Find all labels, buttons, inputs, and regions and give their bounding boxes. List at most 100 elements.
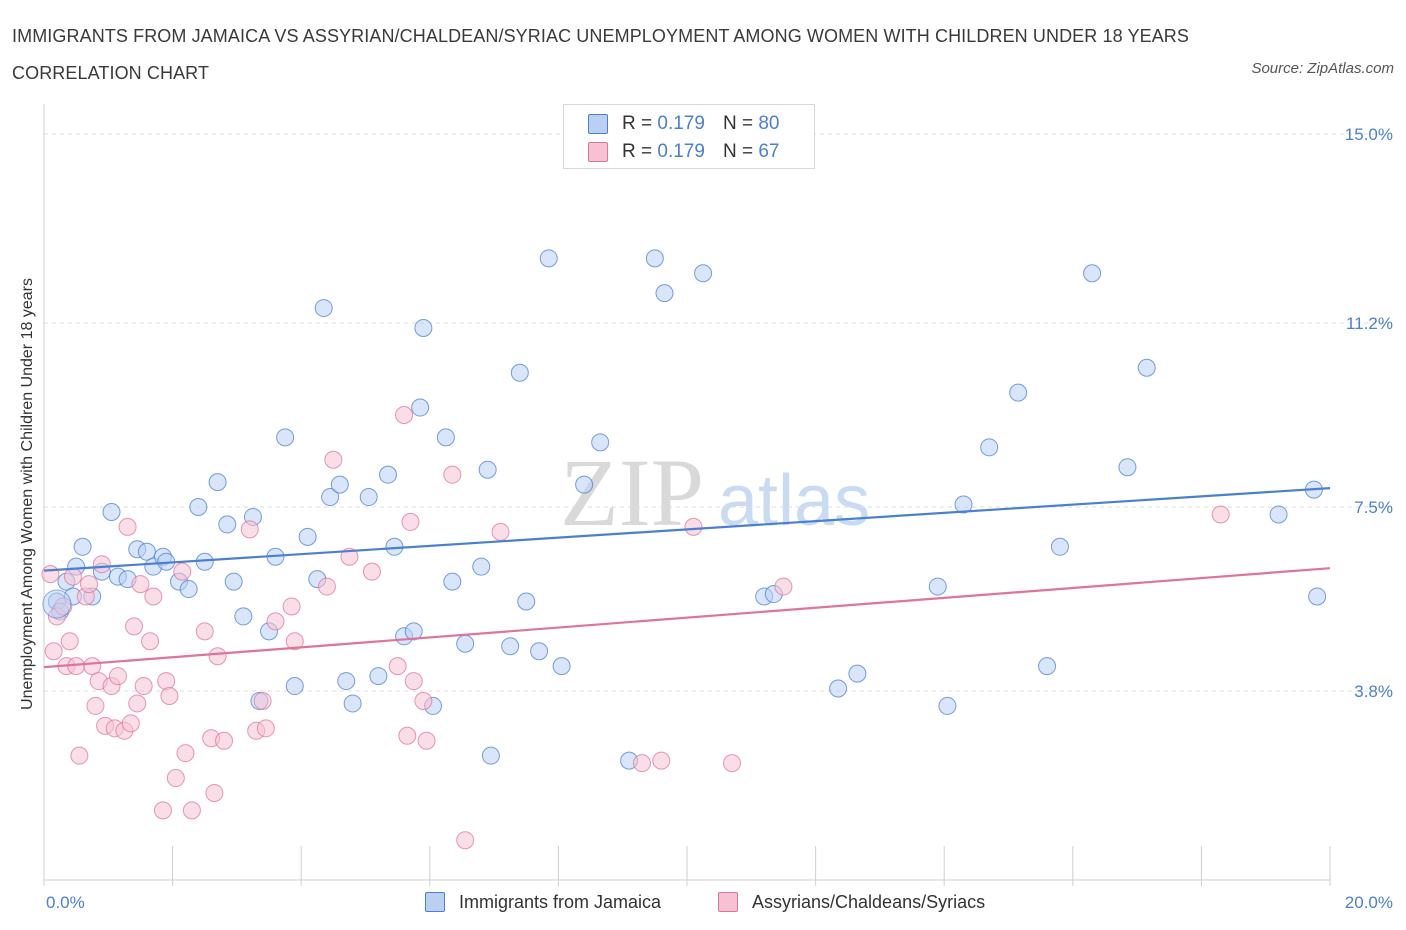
legend-r-label: R = (622, 141, 653, 162)
correlation-legend: R = 0.179 N = 80 R = 0.179 N = 67 (563, 104, 815, 169)
legend-n-label: N = (722, 113, 754, 134)
legend-row-assyrian: R = 0.179 N = 67 (588, 139, 779, 165)
assyrian-point (340, 547, 359, 566)
assyrian-point (108, 667, 127, 686)
jamaica-point (478, 460, 497, 479)
assyrian-point (388, 657, 407, 676)
y-tick-label: 3.8% (1354, 682, 1393, 701)
jamaica-point (298, 527, 317, 546)
chart-title: IMMIGRANTS FROM JAMAICA VS ASSYRIAN/CHAL… (12, 26, 1190, 83)
jamaica-point (137, 542, 156, 561)
source-credit: Source: ZipAtlas.com (1251, 60, 1394, 77)
assyrian-point (317, 577, 336, 596)
jamaica-point (276, 428, 295, 447)
assyrian-point (160, 686, 179, 705)
jamaica-point (848, 664, 867, 683)
assyrian-point (491, 522, 510, 541)
jamaica-point (359, 488, 378, 507)
assyrian-point (417, 731, 436, 750)
jamaica-cluster-point (42, 589, 72, 619)
jamaica-point (369, 667, 388, 686)
assyrian-point (92, 555, 111, 574)
assyrian-point (176, 744, 195, 763)
assyrian-point (166, 769, 185, 788)
bottom-legend-jamaica: Immigrants from Jamaica (425, 890, 661, 914)
y-tick-label: 11.2% (1346, 314, 1393, 333)
legend-n-label: N = (722, 141, 754, 162)
jamaica-point (1083, 264, 1102, 283)
jamaica-point (330, 475, 349, 494)
jamaica-point (218, 515, 237, 534)
assyrian-point (157, 672, 176, 691)
jamaica-point (1269, 505, 1288, 524)
jamaica-point (321, 488, 340, 507)
watermark-atlas: atlas (718, 461, 870, 541)
assyrian-point (153, 801, 172, 820)
jamaica-point (436, 428, 455, 447)
y-tick-label: 15.0% (1345, 125, 1393, 144)
jamaica-point (954, 495, 973, 514)
jamaica-point (501, 637, 520, 656)
jamaica-point (189, 498, 208, 516)
assyrian-point (60, 632, 79, 651)
jamaica-point (314, 299, 333, 318)
legend-swatch-pink (588, 142, 608, 162)
assyrian-point (282, 597, 301, 616)
assyrian-point (118, 517, 137, 536)
jamaica-point (1038, 657, 1057, 676)
assyrian-point (684, 517, 703, 536)
jamaica-point (443, 572, 462, 591)
jamaica-point (234, 607, 253, 626)
legend-r-value: 0.179 (657, 113, 705, 134)
legend-n-value: 80 (758, 113, 780, 134)
assyrian-point (195, 622, 214, 641)
assyrian-point (125, 617, 144, 636)
assyrian-point (1211, 505, 1230, 524)
jamaica-point (285, 677, 304, 696)
jamaica-point (552, 657, 571, 676)
assyrian-point (395, 405, 414, 424)
bottom-legend-label: Immigrants from Jamaica (459, 891, 662, 912)
jamaica-point (938, 696, 957, 715)
jamaica-point (208, 473, 227, 492)
assyrian-point (141, 632, 160, 651)
jamaica-point (411, 398, 430, 417)
legend-row-jamaica: R = 0.179 N = 80 (588, 111, 779, 137)
assyrian-point (128, 694, 147, 713)
jamaica-point (73, 537, 92, 556)
assyrian-point (86, 696, 105, 715)
assyrian-point (70, 746, 89, 765)
assyrian-point (723, 754, 742, 773)
assyrian-point (253, 691, 272, 710)
bottom-legend-label: Assyrians/Chaldeans/Syriacs (752, 891, 986, 912)
jamaica-point (1118, 458, 1137, 477)
jamaica-point (343, 694, 362, 713)
assyrian-point (144, 587, 163, 606)
jamaica-point (1308, 587, 1327, 606)
assyrian-point (205, 783, 224, 802)
assyrian-point (182, 801, 201, 820)
assyrian-point (632, 754, 651, 773)
jamaica-point (655, 284, 674, 303)
legend-n-value: 67 (758, 141, 780, 162)
jamaica-point (645, 249, 664, 268)
jamaica-point (224, 572, 243, 591)
assyrian-point (215, 731, 234, 750)
assyrian-point (44, 642, 63, 661)
assyrian-point (266, 612, 285, 631)
jamaica-point (456, 634, 475, 653)
jamaica-point (575, 475, 594, 494)
jamaica-point (1009, 383, 1028, 402)
jamaica-point (1137, 358, 1156, 377)
jamaica-point (179, 580, 198, 599)
jamaica-point (591, 433, 610, 452)
jamaica-point (481, 746, 500, 765)
jamaica-point (337, 672, 356, 691)
jamaica-point (829, 679, 848, 698)
assyrian-point (324, 450, 343, 469)
assyrian-point (401, 512, 420, 531)
bottom-legend-swatch-pink (718, 892, 738, 912)
assyrian-point (63, 567, 82, 586)
legend-r-value: 0.179 (657, 141, 705, 162)
